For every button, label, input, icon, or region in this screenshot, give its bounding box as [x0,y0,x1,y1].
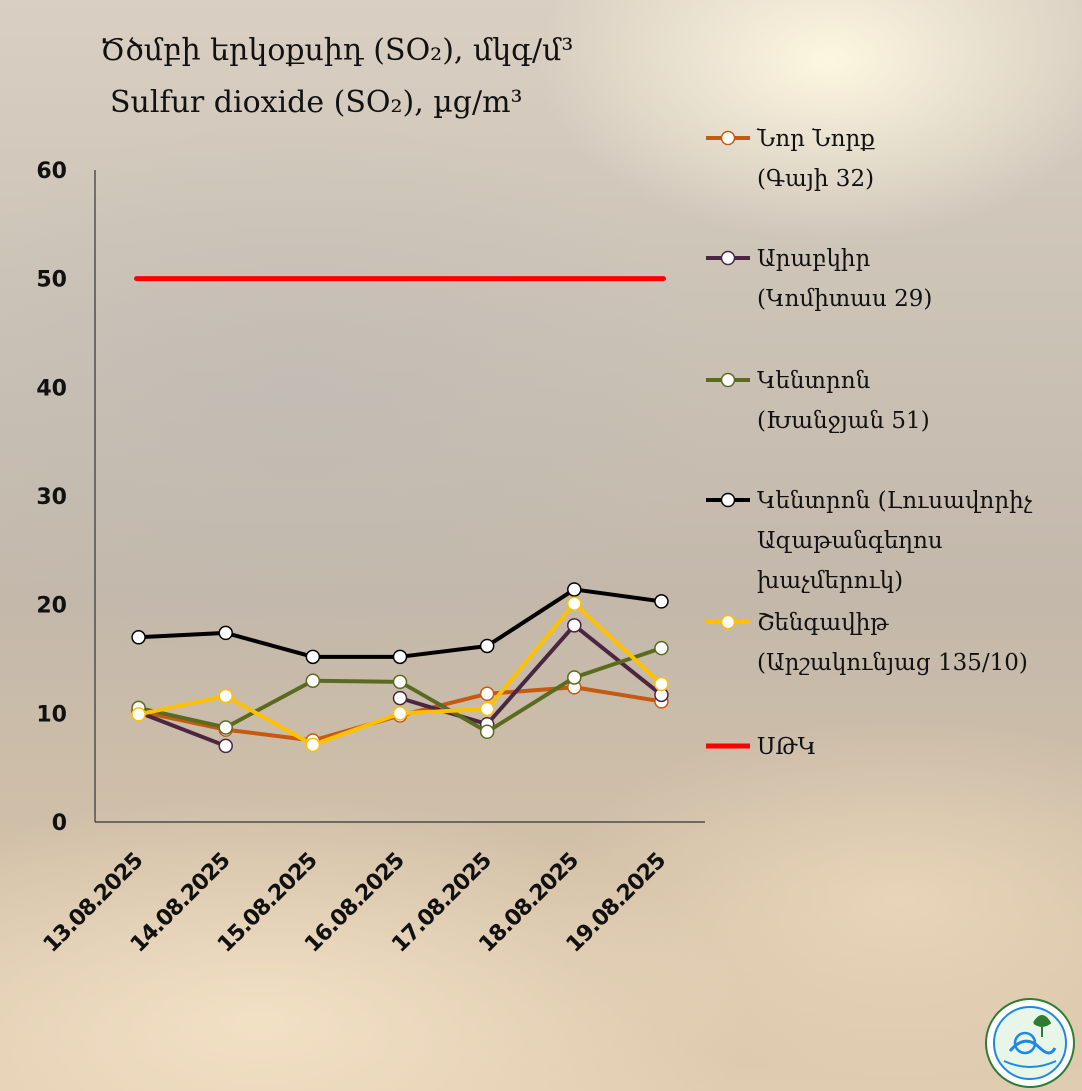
legend-label: (Արշակունյաց 135/10) [757,650,1028,676]
data-point [131,630,146,645]
legend-label: Շենգավիթ [757,610,889,636]
data-point [479,686,495,702]
legend-item: Կենտրոն (Խանջյան 51) [706,368,930,434]
legend-item: ՍԹԿ [706,734,816,760]
legend-label: Ազաթանգեղոս [757,528,943,554]
data-point [567,596,582,611]
data-point [392,690,408,706]
data-point [392,706,408,721]
legend-label: խաչմերուկ) [757,568,903,594]
data-point [392,674,408,690]
data-point [654,640,669,656]
data-point [392,649,408,665]
y-tick-label: 0 [52,811,67,836]
legend-label: Նոր Նորք [756,126,875,152]
data-point [305,649,321,665]
data-point [218,688,233,704]
legend: Նոր Նորք (Գայի 32) Արաբկիր (Կոմիտաս 29) Կենտ… [706,126,1033,760]
legend-label: (Կոմիտաս 29) [757,286,932,312]
legend-item: Արաբկիր (Կոմիտաս 29) [706,246,932,312]
data-point [218,625,233,641]
legend-label: (Գայի 32) [757,166,874,192]
y-tick-label: 30 [36,485,67,510]
legend-item: Շենգավիթ (Արշակունյաց 135/10) [706,610,1028,676]
data-point [218,720,233,735]
legend-marker [720,130,736,146]
legend-item: Կենտրոն (Լուսավորիչ Ազաթանգեղոս խաչմերուկ) [706,488,1033,594]
series-2 [131,640,669,740]
data-point [131,707,146,722]
logo-emblem [985,998,1075,1088]
legend-label: (Խանջյան 51) [757,408,930,434]
legend-item: Նոր Նորք (Գայի 32) [706,126,875,192]
y-tick-label: 60 [36,159,67,184]
legend-marker [720,614,736,630]
legend-marker [720,492,736,508]
legend-marker [720,250,736,266]
data-point [479,724,495,740]
legend-label: ՍԹԿ [757,734,816,760]
legend-label: Կենտրոն (Լուսավորիչ [757,488,1033,514]
data-point [305,673,321,688]
series-4 [131,596,669,753]
legend-label: Արաբկիր [757,246,871,272]
data-point [479,638,495,654]
legend-marker [720,372,736,388]
chart-title: Ծծմբի երկօքսիդ (SO₂), մկգ/մ³ [100,33,573,68]
data-point [305,737,321,753]
data-point [218,738,233,754]
data-point [654,676,669,692]
series-line [138,587,662,659]
y-tick-label: 20 [36,594,67,619]
data-point [567,618,582,633]
series-layer [131,276,669,754]
series-3 [131,582,669,665]
y-tick-label: 40 [36,376,67,401]
data-point [567,582,582,597]
y-tick-label: 10 [36,702,67,727]
data-point [654,594,669,609]
chart-subtitle: Sulfur dioxide (SO₂), µg/m³ [110,85,523,120]
data-point [479,701,495,717]
data-point [567,670,582,685]
y-tick-label: 50 [36,268,67,293]
legend-label: Կենտրոն [757,368,870,394]
